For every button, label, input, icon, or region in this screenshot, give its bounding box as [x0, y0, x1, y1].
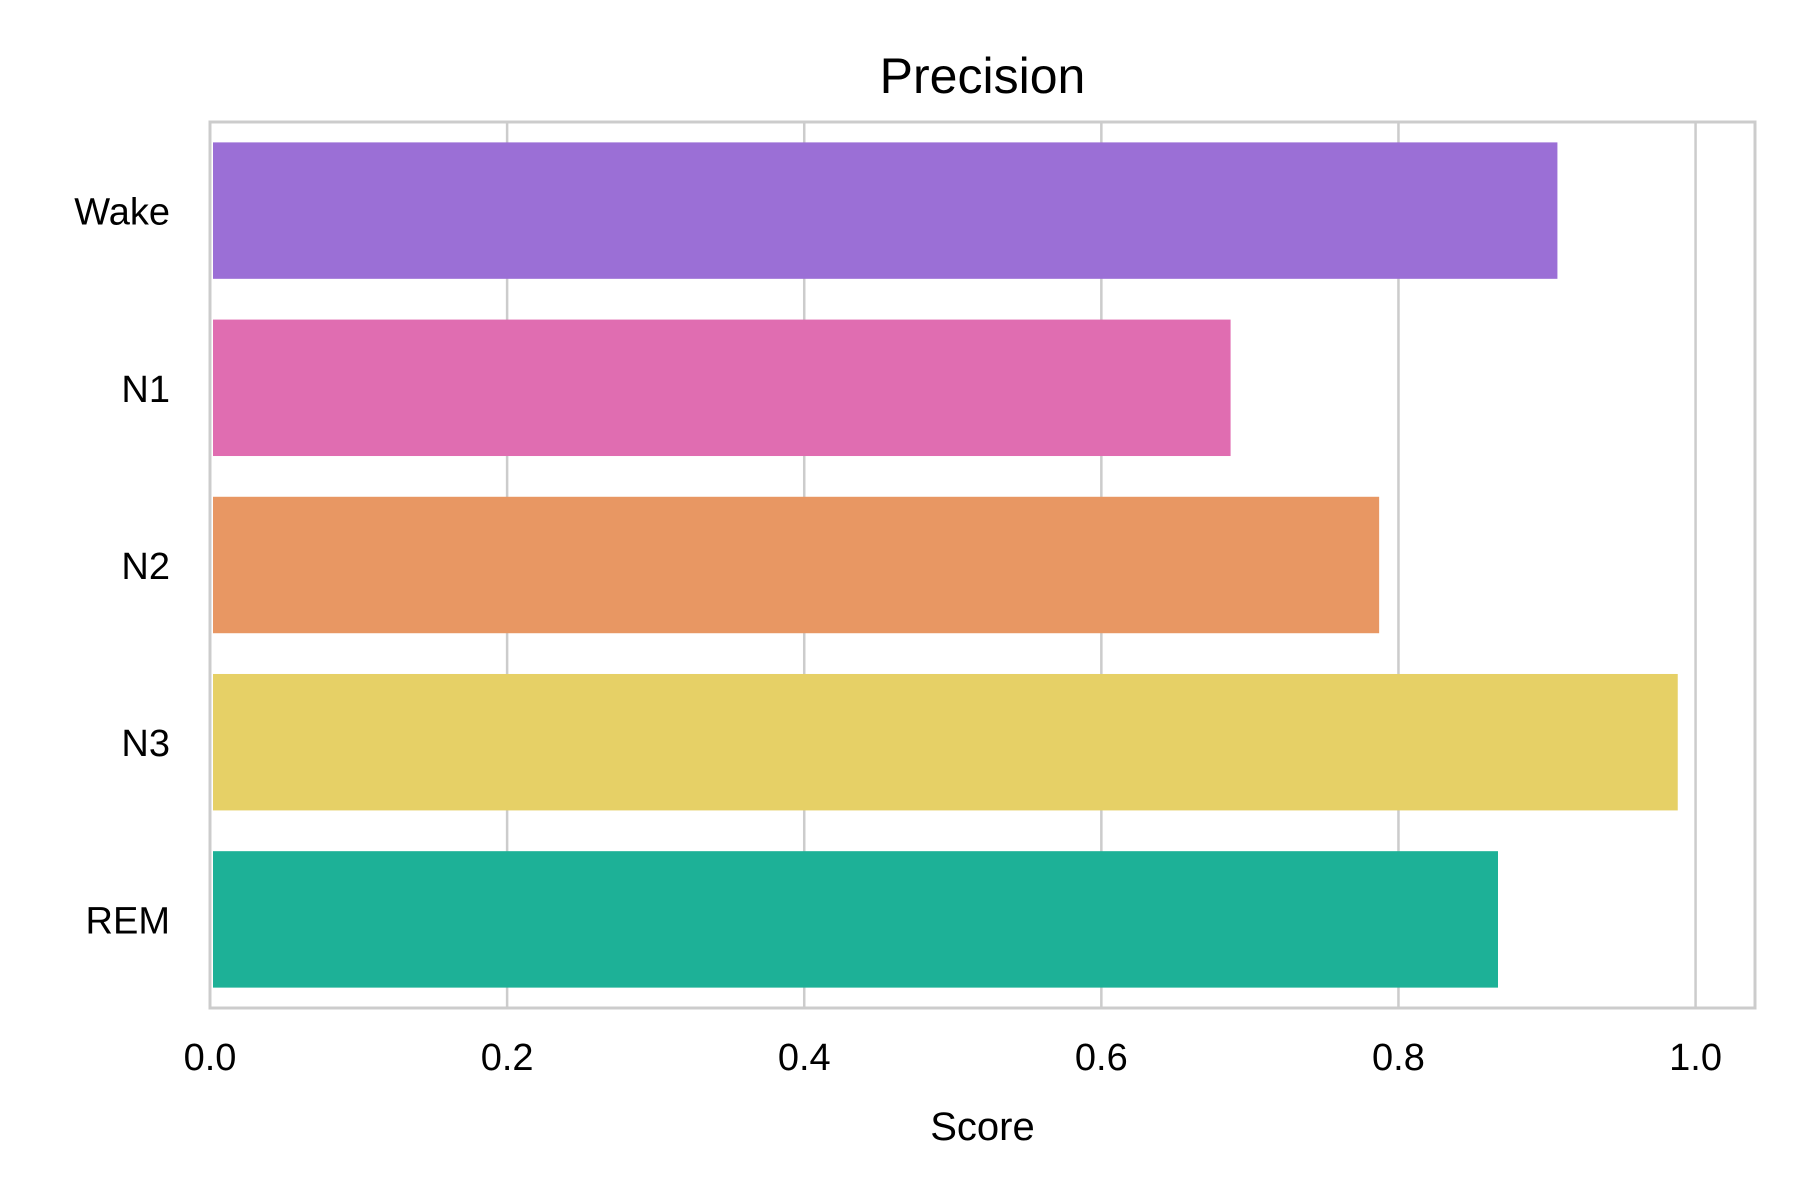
- x-tick-label-5: 1.0: [1669, 1037, 1722, 1079]
- y-tick-label-n3: N3: [121, 723, 170, 765]
- bar-group: [213, 142, 1678, 988]
- x-tick-label-2: 0.4: [778, 1037, 831, 1079]
- y-tick-label-wake: Wake: [74, 192, 170, 234]
- chart-title: Precision: [880, 48, 1086, 104]
- y-tick-label-n1: N1: [121, 369, 170, 411]
- plot-frame: [208, 120, 1757, 1010]
- x-tick-label-1: 0.2: [481, 1037, 534, 1079]
- bar-n2: [213, 496, 1380, 634]
- x-tick-label-4: 0.8: [1372, 1037, 1425, 1079]
- bar-rem: [213, 851, 1498, 988]
- x-tick-label-3: 0.6: [1075, 1037, 1128, 1079]
- bar-n1: [213, 319, 1231, 457]
- y-tick-label-rem: REM: [86, 900, 170, 942]
- bar-n3: [213, 673, 1678, 811]
- bar-wake: [213, 142, 1558, 279]
- x-axis-label: Score: [930, 1105, 1035, 1149]
- x-tick-labels: 0.0 0.2 0.4 0.6 0.8 1.0: [184, 1037, 1722, 1079]
- x-tick-label-0: 0.0: [184, 1037, 237, 1079]
- y-tick-labels: Wake N1 N2 N3 REM: [74, 192, 170, 943]
- y-tick-label-n2: N2: [121, 546, 170, 588]
